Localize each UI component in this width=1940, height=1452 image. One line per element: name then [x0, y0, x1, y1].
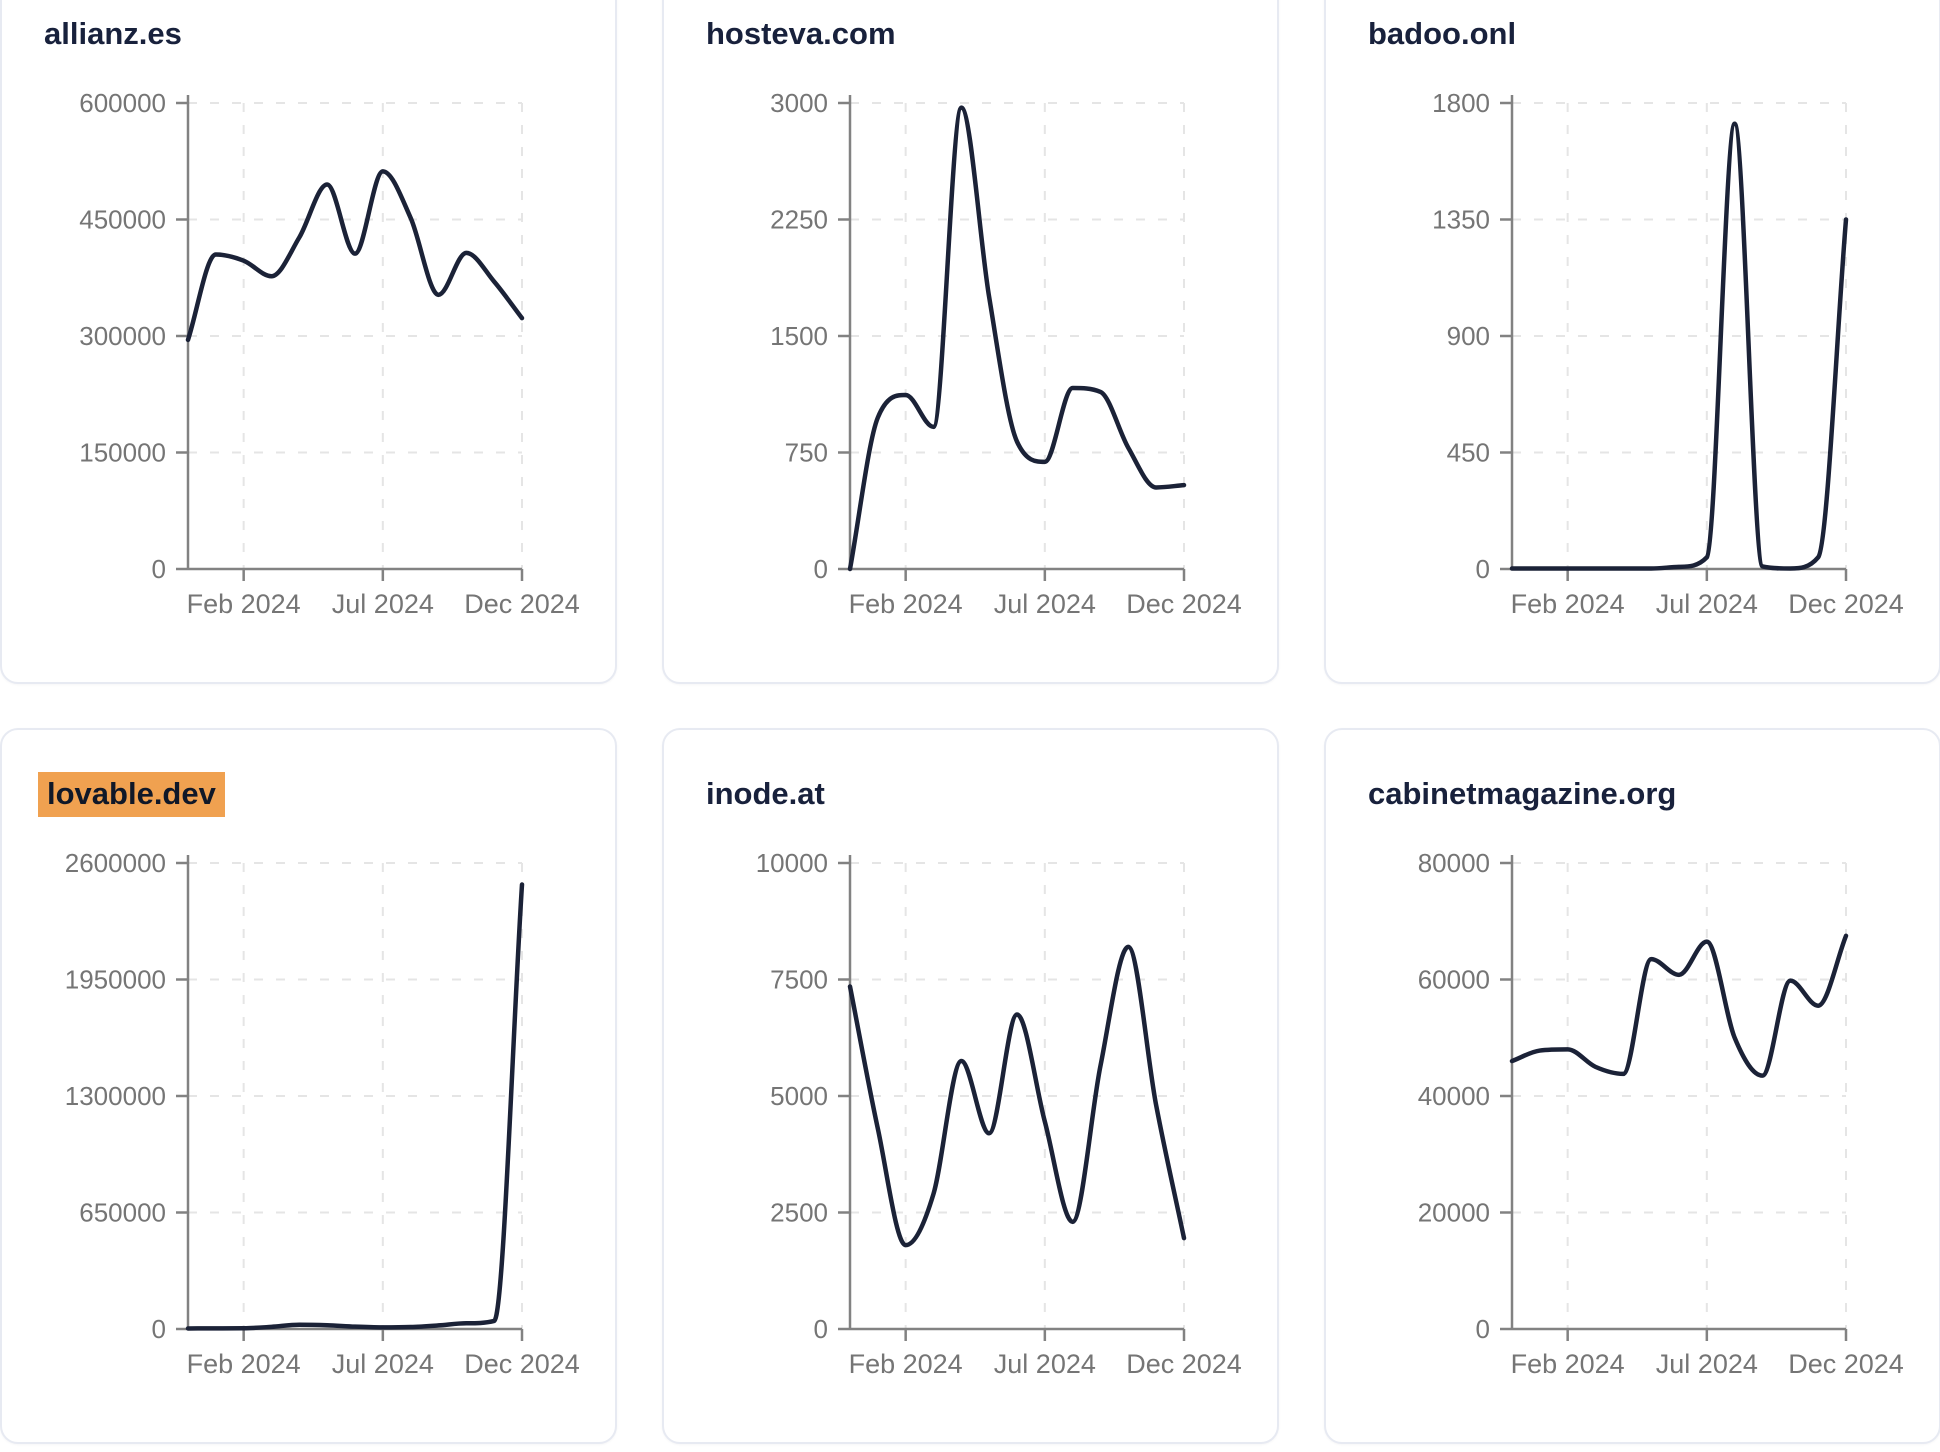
domain-title-text: inode.at — [706, 776, 825, 811]
card-cabinetmagazine-org: cabinetmagazine.org 0 20000 40000 60000 8000… — [1324, 728, 1940, 1444]
trend-line-chart: 0 150000 300000 450000 600000 Feb 2024 Jul 202… — [2, 0, 615, 682]
domain-title: allianz.es — [44, 16, 182, 51]
svg-text:3000: 3000 — [770, 88, 828, 118]
svg-text:40000: 40000 — [1418, 1081, 1490, 1111]
trend-line-chart: 0 650000 1300000 1950000 2600000 Feb 2024 Jul … — [2, 730, 615, 1442]
domain-title: hosteva.com — [706, 16, 896, 51]
svg-text:450: 450 — [1447, 438, 1490, 468]
svg-text:Dec 2024: Dec 2024 — [1788, 1349, 1904, 1379]
domain-title: lovable.dev — [38, 772, 225, 818]
svg-text:2250: 2250 — [770, 205, 828, 235]
svg-text:0: 0 — [152, 1314, 166, 1344]
svg-text:Feb 2024: Feb 2024 — [849, 589, 963, 619]
svg-text:1350: 1350 — [1432, 205, 1490, 235]
svg-text:0: 0 — [1476, 1314, 1490, 1344]
trend-line-chart: 0 450 900 1350 1800 Feb 2024 Jul 2024 Dec 2024 — [1326, 0, 1939, 682]
svg-text:7500: 7500 — [770, 965, 828, 995]
card-lovable-dev: lovable.dev 0 650000 1300000 1950000 2600000… — [0, 728, 617, 1444]
svg-text:Feb 2024: Feb 2024 — [187, 589, 301, 619]
svg-text:Feb 2024: Feb 2024 — [1511, 1349, 1625, 1379]
trend-line-chart: 0 750 1500 2250 3000 Feb 2024 Jul 2024 Dec 2024 — [664, 0, 1277, 682]
svg-text:Jul 2024: Jul 2024 — [994, 589, 1096, 619]
svg-text:Dec 2024: Dec 2024 — [464, 589, 580, 619]
line-chart-svg: 0 20000 40000 60000 80000 Feb 2024 Jul 2024 Dec… — [1418, 848, 1904, 1379]
domain-title-text: hosteva.com — [706, 16, 896, 51]
svg-text:2500: 2500 — [770, 1198, 828, 1228]
svg-text:750: 750 — [785, 438, 828, 468]
svg-text:80000: 80000 — [1418, 848, 1490, 878]
svg-text:Jul 2024: Jul 2024 — [994, 1349, 1096, 1379]
svg-text:0: 0 — [814, 1314, 828, 1344]
svg-text:Dec 2024: Dec 2024 — [1126, 589, 1242, 619]
svg-text:Feb 2024: Feb 2024 — [849, 1349, 963, 1379]
svg-text:Jul 2024: Jul 2024 — [1656, 589, 1758, 619]
trend-line-chart: 0 20000 40000 60000 80000 Feb 2024 Jul 2024 Dec… — [1326, 730, 1939, 1442]
domain-title: cabinetmagazine.org — [1368, 776, 1677, 811]
card-inode-at: inode.at 0 2500 5000 7500 10000 Feb 2024 Jul 2… — [662, 728, 1279, 1444]
line-chart-svg: 0 2500 5000 7500 10000 Feb 2024 Jul 2024 Dec 20… — [756, 848, 1242, 1379]
line-chart-svg: 0 450 900 1350 1800 Feb 2024 Jul 2024 Dec 2024 — [1432, 88, 1904, 619]
line-chart-svg: 0 150000 300000 450000 600000 Feb 2024 Jul 202… — [79, 88, 580, 619]
domain-title-text: badoo.onl — [1368, 16, 1517, 51]
card-badoo-onl: badoo.onl 0 450 900 1350 1800 Feb 2024 Jul 202… — [1324, 0, 1940, 684]
line-chart-svg: 0 650000 1300000 1950000 2600000 Feb 2024 Jul … — [65, 848, 580, 1379]
svg-text:Jul 2024: Jul 2024 — [332, 1349, 434, 1379]
svg-text:1800: 1800 — [1432, 88, 1490, 118]
svg-text:650000: 650000 — [79, 1198, 166, 1228]
line-chart-svg: 0 750 1500 2250 3000 Feb 2024 Jul 2024 Dec 2024 — [770, 88, 1242, 619]
svg-text:20000: 20000 — [1418, 1198, 1490, 1228]
svg-text:150000: 150000 — [79, 438, 166, 468]
svg-text:Dec 2024: Dec 2024 — [1788, 589, 1904, 619]
svg-text:Jul 2024: Jul 2024 — [1656, 1349, 1758, 1379]
svg-text:900: 900 — [1447, 321, 1490, 351]
svg-text:Feb 2024: Feb 2024 — [1511, 589, 1625, 619]
domain-title-text: cabinetmagazine.org — [1368, 776, 1677, 811]
domain-title: badoo.onl — [1368, 16, 1517, 51]
svg-text:0: 0 — [152, 554, 166, 584]
svg-text:300000: 300000 — [79, 321, 166, 351]
svg-text:60000: 60000 — [1418, 965, 1490, 995]
svg-text:Dec 2024: Dec 2024 — [1126, 1349, 1242, 1379]
svg-text:0: 0 — [814, 554, 828, 584]
trend-line-chart: 0 2500 5000 7500 10000 Feb 2024 Jul 2024 Dec 20… — [664, 730, 1277, 1442]
card-allianz-es: allianz.es 0 150000 300000 450000 600000 Feb … — [0, 0, 617, 684]
domain-title-text: allianz.es — [44, 16, 182, 51]
svg-text:0: 0 — [1476, 554, 1490, 584]
svg-text:1950000: 1950000 — [65, 965, 166, 995]
svg-text:450000: 450000 — [79, 205, 166, 235]
card-hosteva-com: hosteva.com 0 750 1500 2250 3000 Feb 2024 Jul … — [662, 0, 1279, 684]
domain-title: inode.at — [706, 776, 825, 811]
svg-text:600000: 600000 — [79, 88, 166, 118]
svg-text:1300000: 1300000 — [65, 1081, 166, 1111]
svg-text:10000: 10000 — [756, 848, 828, 878]
svg-text:2600000: 2600000 — [65, 848, 166, 878]
svg-text:1500: 1500 — [770, 321, 828, 351]
svg-text:Feb 2024: Feb 2024 — [187, 1349, 301, 1379]
svg-text:Dec 2024: Dec 2024 — [464, 1349, 580, 1379]
domain-title-text: lovable.dev — [38, 772, 225, 818]
svg-text:Jul 2024: Jul 2024 — [332, 589, 434, 619]
svg-text:5000: 5000 — [770, 1081, 828, 1111]
